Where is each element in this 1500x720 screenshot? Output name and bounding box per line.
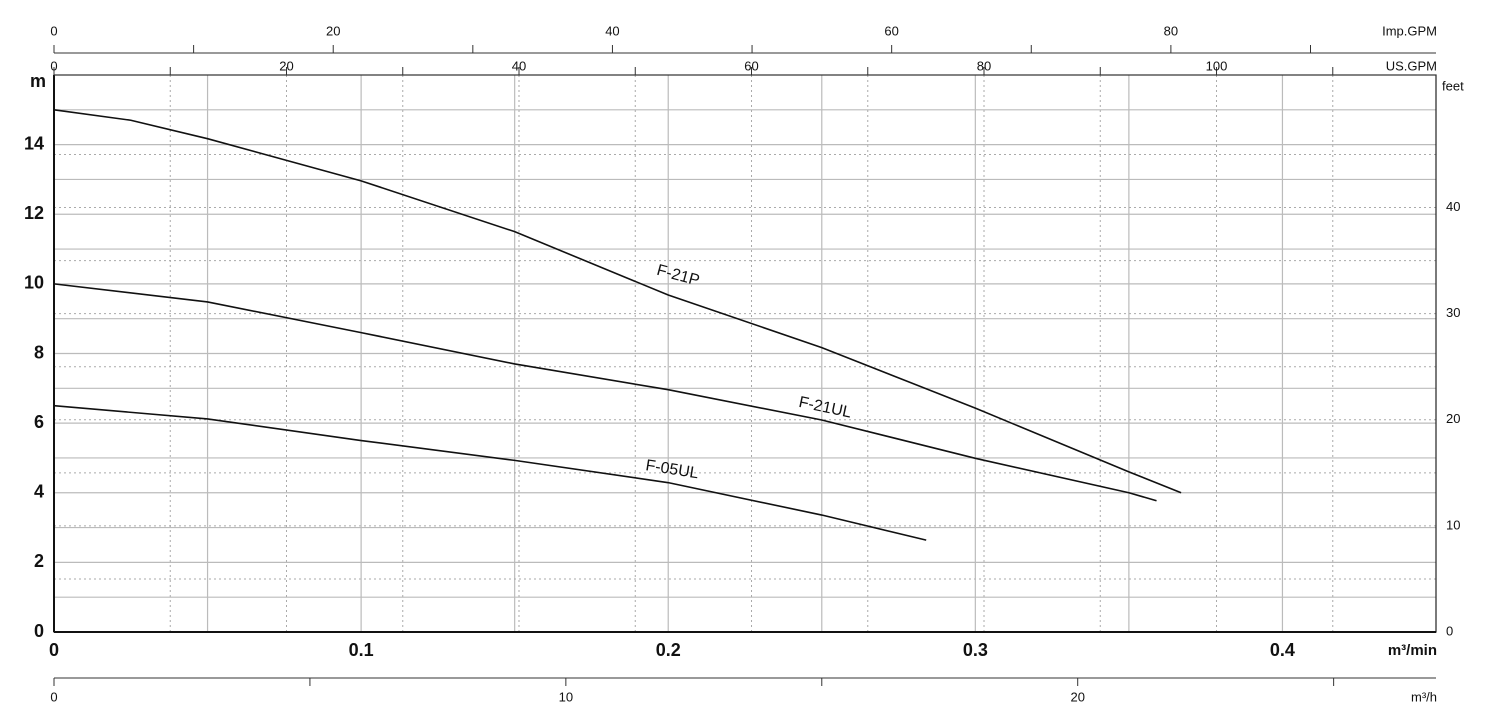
x-axis-label: m³/min (1388, 642, 1437, 659)
y-axis-label: m (30, 71, 46, 91)
performance-curve (53, 283, 1157, 502)
tick-label: 20 (1070, 689, 1084, 704)
y-tick-label: 4 (34, 482, 44, 502)
x-tick-label: 0.3 (963, 640, 988, 660)
tick-label: 0 (50, 23, 57, 38)
axis-label: m³/h (1411, 689, 1437, 704)
y-tick-label: 14 (24, 133, 44, 153)
y2-tick-label: 0 (1446, 623, 1453, 638)
y-tick-label: 8 (34, 342, 44, 362)
tick-label: 60 (744, 58, 758, 73)
x-tick-label: 0.1 (349, 640, 374, 660)
tick-label: 10 (559, 689, 573, 704)
tick-label: 20 (279, 58, 293, 73)
tick-label: 80 (1164, 23, 1178, 38)
performance-curve (53, 404, 927, 541)
x-tick-label: 0.2 (656, 640, 681, 660)
y2-axis-label: feet (1442, 78, 1464, 93)
y2-tick-label: 20 (1446, 411, 1460, 426)
tick-label: 80 (977, 58, 991, 73)
tick-label: 40 (605, 23, 619, 38)
curve-label: F-21P (655, 262, 701, 290)
y2-tick-label: 30 (1446, 305, 1460, 320)
x-tick-label: 0.4 (1270, 640, 1295, 660)
tick-label: 0 (50, 58, 57, 73)
y-tick-label: 2 (34, 551, 44, 571)
y-tick-label: 12 (24, 203, 44, 223)
y2-tick-label: 10 (1446, 517, 1460, 532)
tick-label: 0 (50, 689, 57, 704)
axis-label: US.GPM (1386, 58, 1437, 73)
y-tick-label: 10 (24, 273, 44, 293)
y-tick-label: 6 (34, 412, 44, 432)
tick-label: 40 (512, 58, 526, 73)
axis-label: Imp.GPM (1382, 23, 1437, 38)
tick-label: 100 (1206, 58, 1228, 73)
y2-tick-label: 40 (1446, 199, 1460, 214)
x-tick-label: 0 (49, 640, 59, 660)
y-tick-label: 0 (34, 621, 44, 641)
performance-curve (53, 109, 1182, 494)
curve-label: F-05UL (644, 457, 699, 482)
tick-label: 60 (884, 23, 898, 38)
tick-label: 20 (326, 23, 340, 38)
